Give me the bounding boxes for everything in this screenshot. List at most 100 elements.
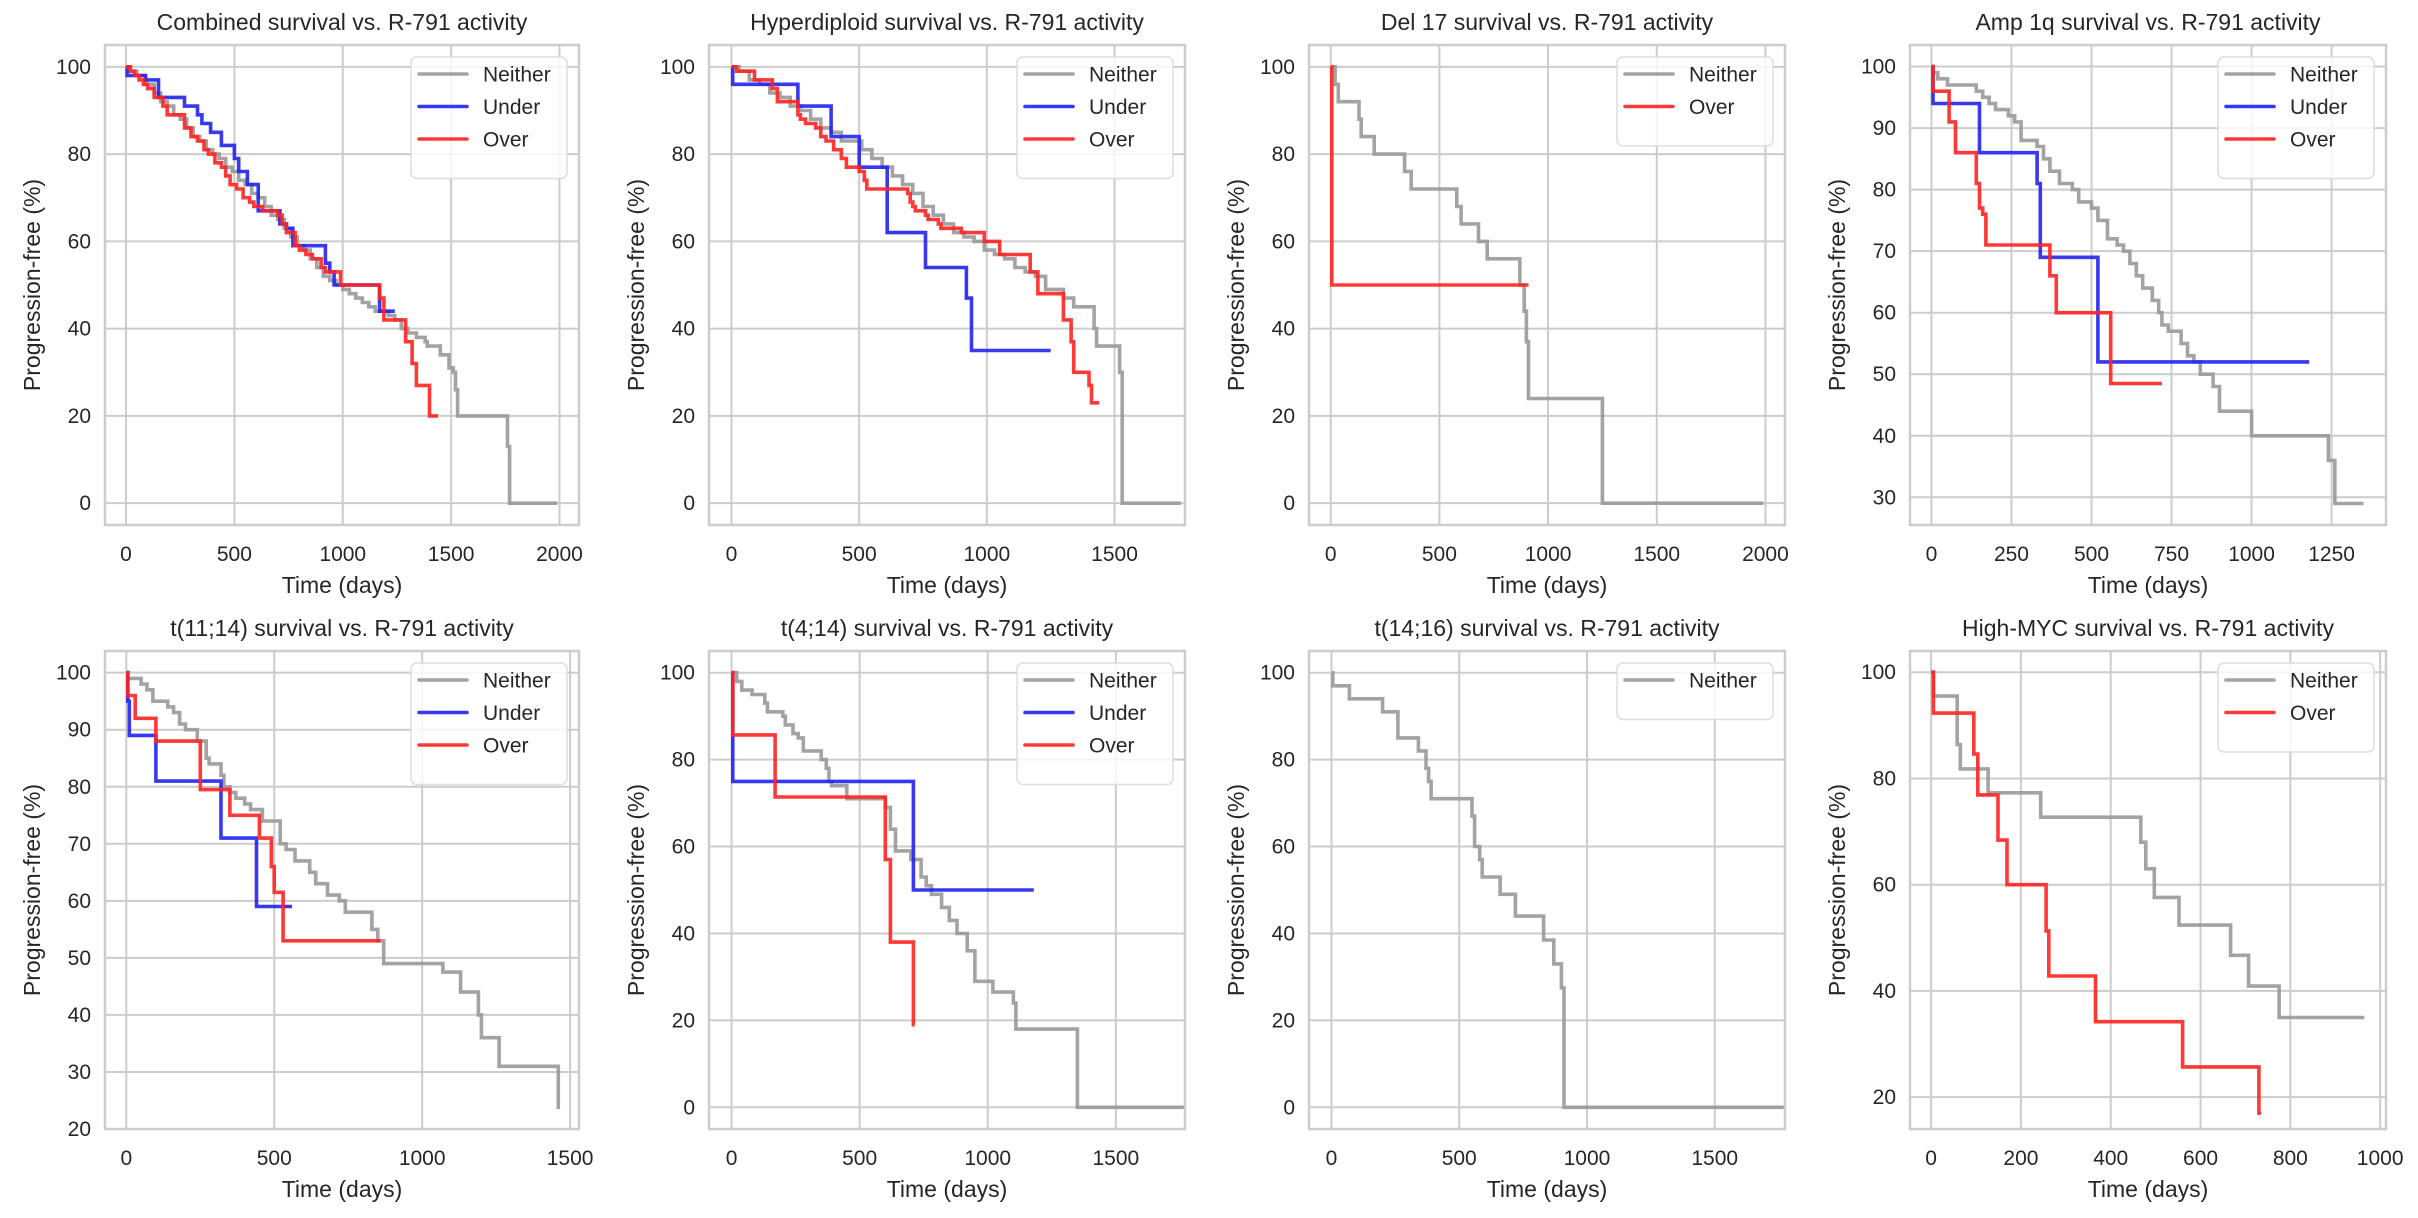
x-tick-label: 200 — [2003, 1147, 2038, 1170]
y-axis-label: Progression-free (%) — [623, 784, 649, 996]
chart-title: Combined survival vs. R-791 activity — [157, 9, 528, 35]
x-tick-label: 500 — [217, 543, 252, 566]
km-curve-under — [1931, 64, 2310, 364]
chart-title: Amp 1q survival vs. R-791 activity — [1975, 9, 2321, 35]
chart-panel-2: 0 500 1000 1500 0 20 40 60 80 100 Hyperdiploid sur… — [623, 9, 1187, 598]
y-tick-label: 100 — [660, 662, 695, 685]
y-tick-label: 60 — [1272, 230, 1295, 253]
x-tick-label: 1000 — [1564, 1147, 1611, 1170]
legend-item: Under — [1023, 702, 1146, 725]
legend-item: Neither — [1023, 64, 1157, 87]
legend-label: Neither — [483, 670, 551, 693]
legend-label: Over — [483, 735, 529, 758]
legend-item: Over — [417, 735, 529, 758]
y-axis-label: Progression-free (%) — [1824, 179, 1850, 391]
axes-frame — [1908, 649, 2388, 1131]
legend-box — [1616, 662, 1774, 721]
x-tick-label: 0 — [1325, 543, 1337, 566]
km-curve-over — [731, 65, 1100, 405]
y-tick-label: 100 — [1861, 56, 1896, 79]
legend-item: Under — [417, 702, 540, 725]
y-tick-label: 60 — [672, 230, 695, 253]
legend-item: Neither — [2224, 64, 2358, 87]
legend-label: Over — [1089, 735, 1135, 758]
km-curve-over — [1931, 64, 2162, 386]
x-tick-label: 0 — [120, 1147, 132, 1170]
legend-box — [1616, 56, 1774, 147]
legend: Neither Over — [1616, 56, 1774, 147]
x-tick-label: 1000 — [399, 1147, 446, 1170]
y-tick-label: 0 — [79, 492, 91, 515]
y-tick-label: 60 — [1873, 302, 1896, 325]
x-tick-label: 1250 — [2308, 543, 2355, 566]
y-tick-label: 80 — [68, 776, 91, 799]
x-tick-label: 1500 — [547, 1147, 594, 1170]
y-tick-label: 90 — [68, 719, 91, 742]
km-curve-neither — [1331, 670, 1784, 1110]
x-tick-label: 500 — [257, 1147, 292, 1170]
x-axis-label: Time (days) — [1487, 572, 1608, 598]
y-tick-label: 80 — [68, 143, 91, 166]
chart-title: Del 17 survival vs. R-791 activity — [1381, 9, 1714, 35]
legend-box — [2217, 56, 2375, 180]
axes-frame — [1307, 43, 1787, 527]
km-curve-neither — [1931, 670, 2365, 1020]
x-tick-label: 1000 — [2228, 543, 2275, 566]
x-tick-label: 0 — [726, 1147, 738, 1170]
y-tick-label: 40 — [1873, 425, 1896, 448]
x-axis-label: Time (days) — [887, 572, 1008, 598]
y-tick-label: 40 — [672, 318, 695, 341]
legend-label: Neither — [1689, 64, 1757, 87]
chart-panel-3: 0 500 1000 1500 2000 0 20 40 60 80 100 Del 17 survi… — [1223, 9, 1789, 598]
km-curve-under — [730, 65, 1051, 353]
y-tick-label: 50 — [68, 947, 91, 970]
x-axis-label: Time (days) — [282, 572, 403, 598]
y-tick-label: 40 — [68, 318, 91, 341]
x-tick-label: 1500 — [1092, 1147, 1139, 1170]
km-curve-over — [126, 65, 439, 418]
legend-item: Neither — [1023, 670, 1157, 693]
y-axis-label: Progression-free (%) — [623, 179, 649, 391]
legend-item: Over — [417, 129, 529, 152]
x-axis-label: Time (days) — [1487, 1176, 1608, 1202]
y-tick-label: 100 — [660, 56, 695, 79]
y-tick-label: 60 — [1272, 836, 1295, 859]
x-axis-label: Time (days) — [2088, 1176, 2209, 1202]
axes-frame — [707, 43, 1187, 527]
x-tick-label: 400 — [2093, 1147, 2128, 1170]
legend-label: Under — [1089, 702, 1146, 725]
km-curve-neither — [126, 676, 561, 1109]
x-axis-label: Time (days) — [2088, 572, 2209, 598]
legend-item: Neither — [417, 64, 551, 87]
x-tick-label: 1500 — [1633, 543, 1680, 566]
x-tick-label: 1000 — [1525, 543, 1572, 566]
x-tick-label: 750 — [2154, 543, 2189, 566]
x-tick-label: 1500 — [1091, 543, 1138, 566]
y-tick-label: 30 — [68, 1061, 91, 1084]
legend-item: Over — [1023, 735, 1135, 758]
x-tick-label: 800 — [2273, 1147, 2308, 1170]
x-tick-label: 500 — [1422, 543, 1457, 566]
legend-item: Under — [1023, 96, 1146, 119]
y-tick-label: 60 — [672, 836, 695, 859]
y-axis-label: Progression-free (%) — [19, 179, 45, 391]
legend: Neither Under Over — [410, 662, 568, 786]
chart-panel-7: 0 500 1000 1500 0 20 40 60 80 100 t(14;16) surviva… — [1223, 615, 1787, 1202]
y-tick-label: 40 — [1873, 980, 1896, 1003]
chart-title: Hyperdiploid survival vs. R-791 activity — [750, 9, 1144, 35]
legend-item: Neither — [1623, 670, 1757, 693]
y-tick-label: 0 — [683, 1096, 695, 1119]
legend-box — [1016, 56, 1174, 180]
y-tick-label: 70 — [68, 833, 91, 856]
y-axis-label: Progression-free (%) — [1223, 784, 1249, 996]
x-tick-label: 1000 — [319, 543, 366, 566]
y-tick-label: 20 — [672, 405, 695, 428]
axes-frame — [1307, 649, 1787, 1131]
y-axis-label: Progression-free (%) — [1824, 784, 1850, 996]
x-tick-label: 2000 — [1742, 543, 1789, 566]
x-tick-label: 1500 — [1691, 1147, 1738, 1170]
x-tick-label: 500 — [1442, 1147, 1477, 1170]
legend-label: Over — [2290, 702, 2336, 725]
y-tick-label: 100 — [56, 662, 91, 685]
y-tick-label: 60 — [1873, 874, 1896, 897]
